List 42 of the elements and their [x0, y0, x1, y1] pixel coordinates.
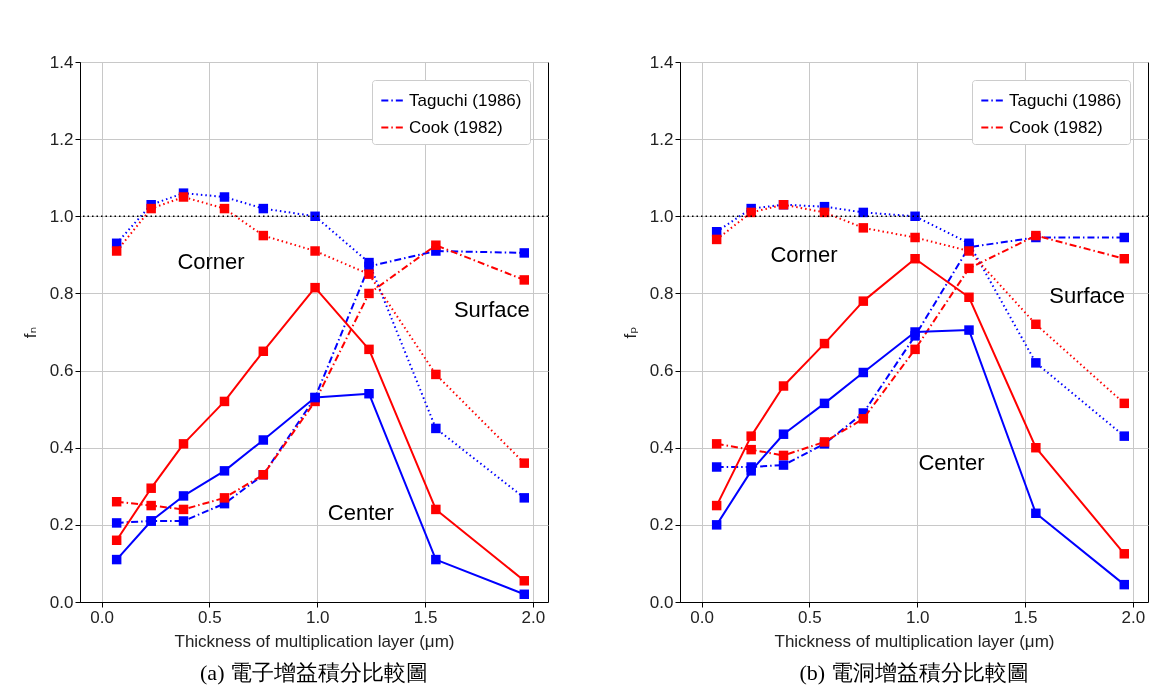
legend-label: Cook (1982): [1009, 117, 1103, 137]
text: (b) 電洞增益積分比較圖: [799, 660, 1029, 685]
x-tick-label: 0.0: [690, 607, 714, 627]
x-tick-label: 1.5: [413, 607, 438, 627]
y-tick-label: 1.0: [649, 206, 674, 226]
x-tick-label: 1.5: [1013, 607, 1038, 627]
y-tick-label: 1.2: [649, 129, 674, 149]
y-axis-title: fₙ: [20, 326, 40, 339]
annotation: Surface: [453, 297, 530, 323]
y-tick-label: 0.6: [649, 361, 674, 381]
annotation: Surface: [1049, 283, 1126, 309]
x-tick-label: 0.5: [198, 607, 222, 627]
y-tick-label: 0.0: [49, 592, 74, 612]
x-tick-label: 1.0: [905, 607, 930, 627]
y-axis-title: fₚ: [620, 326, 640, 339]
y-tick-label: 1.2: [49, 129, 74, 149]
y-tick-label: 0.4: [49, 438, 74, 458]
x-tick-label: 0.5: [798, 607, 822, 627]
y-tick-label: 1.0: [49, 206, 74, 226]
y-tick-label: 0.2: [649, 515, 674, 535]
legend-label: Cook (1982): [409, 117, 503, 137]
y-tick-label: 0.4: [649, 438, 674, 458]
y-tick-label: 0.8: [49, 283, 74, 303]
y-tick-label: 1.4: [649, 52, 674, 72]
x-tick-label: 1.0: [305, 607, 330, 627]
x-axis-title: Thickness of multiplication layer (μm): [774, 631, 1055, 651]
y-tick-label: 0.8: [649, 283, 674, 303]
annotation: Corner: [177, 248, 245, 274]
annotation: Center: [918, 449, 985, 475]
legend-label: Taguchi (1986): [409, 90, 522, 110]
text: (a) 電子增益積分比較圖: [200, 660, 428, 685]
y-tick-label: 0.0: [649, 592, 674, 612]
x-tick-label: 0.0: [90, 607, 114, 627]
y-tick-label: 1.4: [49, 52, 74, 72]
y-tick-label: 0.6: [49, 361, 74, 381]
x-tick-label: 2.0: [521, 607, 546, 627]
x-tick-label: 2.0: [1121, 607, 1146, 627]
x-axis-title: Thickness of multiplication layer (μm): [174, 631, 455, 651]
annotation: Center: [327, 499, 394, 525]
y-tick-label: 0.2: [49, 515, 74, 535]
annotation: Corner: [770, 242, 838, 268]
legend-label: Taguchi (1986): [1009, 90, 1122, 110]
